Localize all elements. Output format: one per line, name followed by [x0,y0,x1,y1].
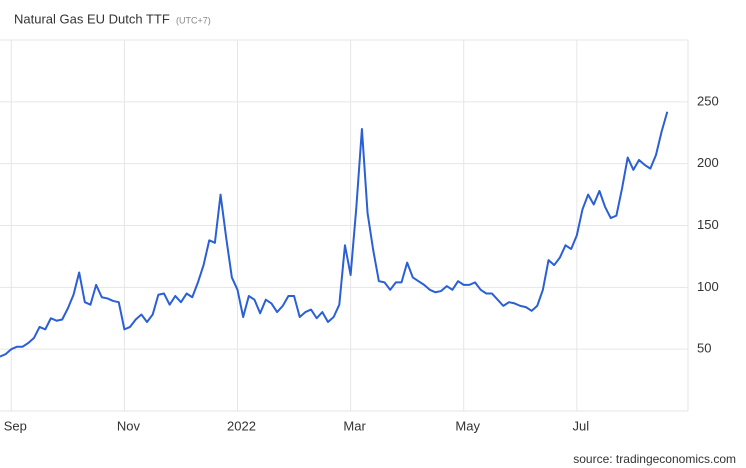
y-tick-label: 250 [697,93,719,108]
x-tick-label: Sep [4,418,27,433]
x-tick-label: 2022 [227,418,256,433]
y-tick-label: 100 [697,279,719,294]
y-tick-label: 50 [697,341,711,356]
price-line [0,111,669,358]
y-tick-label: 200 [697,155,719,170]
y-tick-label: 150 [697,217,719,232]
x-tick-label: Mar [343,418,366,433]
x-tick-label: Nov [117,418,141,433]
source: source: tradingeconomics.com [573,452,736,466]
chart-title: Natural Gas EU Dutch TTF [14,11,170,26]
x-tick-label: Jul [572,418,589,433]
x-tick-label: May [455,418,480,433]
chart-subtitle: (UTC+7) [176,15,211,25]
